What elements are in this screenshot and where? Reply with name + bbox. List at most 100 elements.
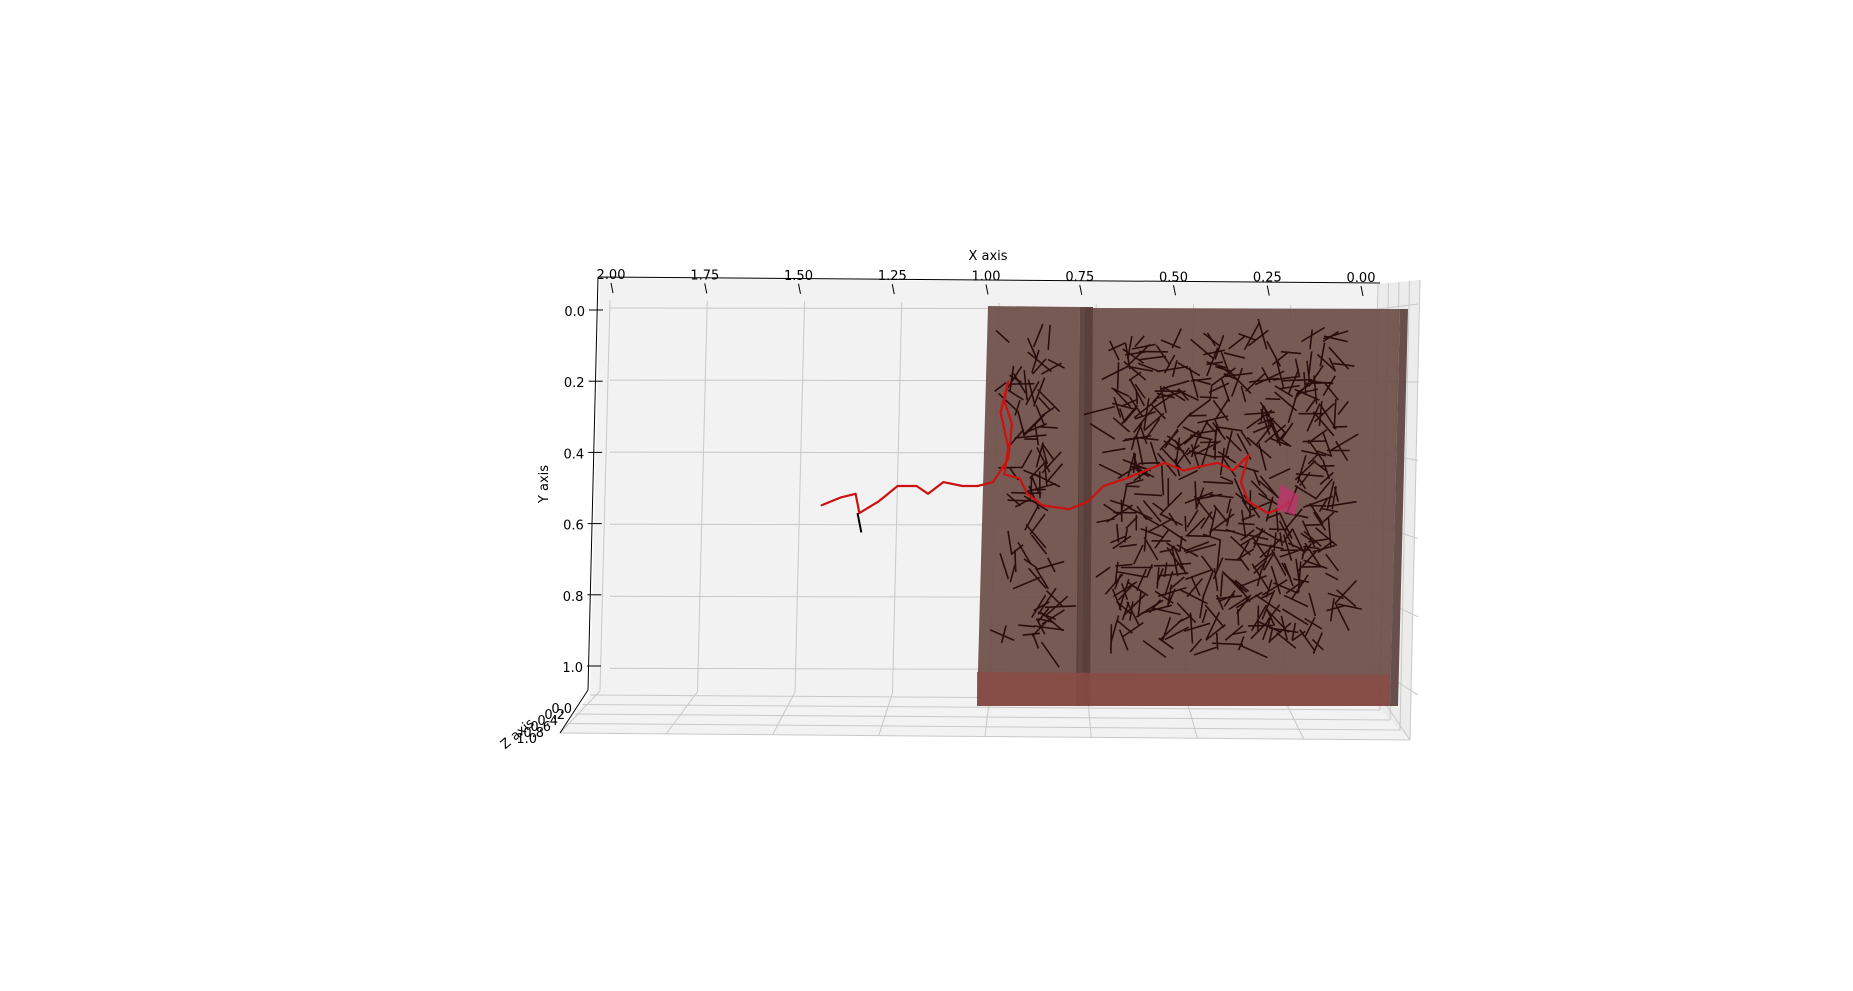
- fiber-segment: [1326, 481, 1335, 511]
- fiber-segment: [1119, 543, 1137, 548]
- fiber-segment: [1215, 365, 1233, 373]
- fiber-segment: [1046, 590, 1064, 608]
- fiber-segment: [1134, 493, 1163, 497]
- fiber-segment: [1200, 511, 1213, 530]
- fiber-segment: [1134, 422, 1143, 438]
- fiber-segment: [1161, 465, 1165, 496]
- fiber-segment: [1303, 545, 1320, 550]
- fiber-segment: [1123, 528, 1129, 543]
- fiber-segment: [1266, 340, 1282, 367]
- fiber-segment: [1269, 528, 1289, 531]
- fiber-segment: [1143, 526, 1148, 552]
- fiber-segment: [1302, 495, 1334, 509]
- fiber-segment: [1301, 449, 1327, 457]
- fiber-segment: [1228, 370, 1252, 395]
- fiber-segment: [1240, 431, 1252, 447]
- fiber-segment: [1246, 436, 1272, 459]
- path-point: [1125, 477, 1128, 480]
- fiber-segment: [1266, 512, 1281, 520]
- fiber-segment: [1322, 431, 1333, 457]
- fiber-segment: [1133, 470, 1149, 482]
- fiber-segment: [1308, 592, 1317, 617]
- fiber-segment: [1154, 590, 1174, 604]
- fiber-segment: [1320, 507, 1339, 513]
- fiber-segment: [1176, 602, 1197, 624]
- fiber-segment: [1123, 407, 1137, 424]
- fiber-segment: [1211, 367, 1236, 386]
- z-tick-label: 0.2: [544, 708, 565, 723]
- fiber-segment: [1009, 365, 1015, 392]
- x-tick-label: 2.00: [597, 268, 626, 283]
- fiber-segment: [1016, 410, 1025, 435]
- x-tick-label: 0.75: [1065, 270, 1094, 285]
- path-point: [1007, 446, 1009, 449]
- fiber-segment: [1285, 580, 1304, 594]
- fiber-segment: [1011, 544, 1024, 555]
- path-point: [858, 512, 861, 514]
- y-tick-label: 0.8: [563, 590, 584, 605]
- fiber-segment: [1294, 484, 1317, 499]
- fiber-segment: [1133, 408, 1154, 433]
- fiber-segment: [1337, 400, 1349, 416]
- fiber-segment: [1027, 351, 1052, 373]
- fiber-segment: [1166, 542, 1181, 553]
- fiber-segment: [1303, 530, 1322, 547]
- fiber-segment: [1261, 589, 1276, 620]
- fiber-segment: [1186, 517, 1206, 537]
- fiber-segment: [1142, 639, 1167, 659]
- fiber-segment: [1333, 486, 1339, 503]
- fiber-segment: [1045, 463, 1064, 484]
- fiber-segment: [1307, 439, 1323, 461]
- fiber-segment: [1018, 624, 1036, 628]
- axes: [559, 276, 1381, 734]
- fiber-segment: [1238, 522, 1255, 526]
- fiber-segment: [1255, 526, 1283, 543]
- fiber-segment: [1202, 570, 1214, 598]
- fiber-segment: [1206, 347, 1219, 377]
- fiber-segment: [1143, 398, 1150, 430]
- fiber-segment: [1023, 370, 1028, 401]
- fiber-segment: [1223, 590, 1236, 607]
- fiber-segment: [1161, 447, 1182, 470]
- fiber-segment: [1305, 381, 1333, 385]
- fiber-segment: [1205, 611, 1221, 641]
- fiber-segment: [1178, 469, 1198, 481]
- path-point: [961, 485, 964, 487]
- fiber-segment: [1309, 329, 1313, 350]
- fiber-segment: [1209, 493, 1234, 499]
- fiber-segment: [1280, 350, 1302, 355]
- fiber-segment: [1143, 412, 1165, 432]
- fiber-segment: [1189, 434, 1213, 441]
- fiber-segment: [1152, 502, 1165, 513]
- fiber-segment: [1136, 505, 1148, 521]
- fiber-segment: [1301, 543, 1313, 556]
- fiber-segment: [1212, 557, 1224, 580]
- fiber-segment: [1025, 482, 1056, 493]
- grid-line-x-floor: [772, 692, 796, 735]
- path-point: [1041, 504, 1044, 507]
- fiber-segment: [1214, 334, 1225, 360]
- fiber-segment: [1266, 604, 1281, 622]
- fiber-segment: [1258, 492, 1278, 506]
- fiber-segment: [1122, 348, 1145, 364]
- fiber-segment: [1258, 620, 1282, 634]
- fiber-segment: [1044, 605, 1077, 609]
- fiber-segment: [1035, 442, 1044, 468]
- fiber-segment: [1147, 518, 1172, 533]
- fiber-segment: [1034, 567, 1049, 590]
- fiber-segment: [1135, 433, 1144, 466]
- fiber-segment: [1125, 516, 1138, 529]
- x-tick-mark: [704, 283, 708, 294]
- fiber-segment: [1268, 622, 1292, 643]
- fiber-segment: [1259, 591, 1274, 600]
- fiber-segment: [1123, 360, 1147, 381]
- fiber-segment: [1156, 567, 1160, 589]
- fiber-segment: [1318, 401, 1323, 427]
- fiber-segment: [1121, 601, 1130, 621]
- fiber-segment: [1306, 403, 1321, 432]
- fiber-segment: [1316, 450, 1333, 457]
- fiber-segment: [1206, 361, 1227, 369]
- x-tick-mark: [610, 282, 614, 294]
- fiber-segment: [1305, 397, 1318, 413]
